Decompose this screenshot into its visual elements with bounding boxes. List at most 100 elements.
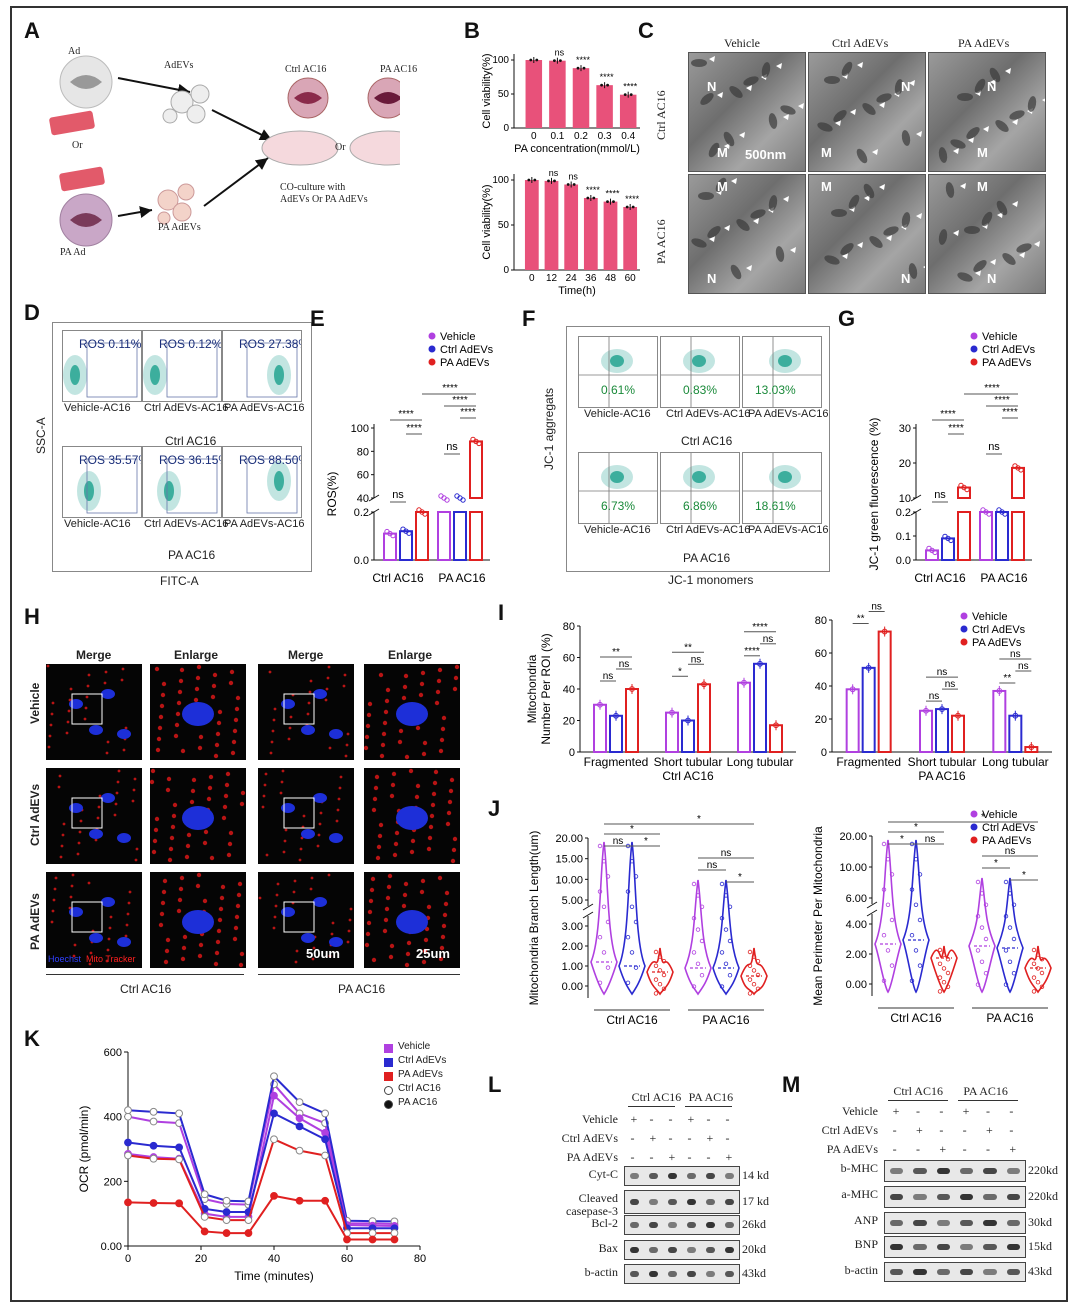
a-pa-adevs-label: PA AdEVs [158, 222, 201, 233]
violin [712, 879, 740, 996]
mito-signal [219, 895, 225, 901]
y-tick-label: 40 [357, 493, 369, 505]
flow-scatter [157, 458, 218, 514]
condition-label: Ctrl AdEVs [561, 1131, 618, 1145]
data-point [747, 963, 753, 968]
roi-gate [166, 458, 218, 514]
data-point [909, 887, 915, 892]
mito-signal [343, 673, 347, 677]
mito-signal [68, 906, 72, 910]
mito-signal [210, 694, 216, 700]
significance-label: **** [623, 82, 638, 92]
protein-band [1006, 1194, 1020, 1200]
mito-signal [293, 879, 297, 883]
nucleus-shape [117, 729, 131, 739]
roi-value: ROS 27.38% [239, 337, 301, 351]
lane-sign: + [649, 1131, 657, 1145]
significance-label: ns [568, 172, 578, 182]
significance-label: ns [929, 691, 940, 702]
c-col-vehicle: Vehicle [724, 36, 760, 50]
flow-plot: ROS 36.15% [142, 446, 222, 518]
mito-signal [453, 675, 459, 681]
mito-signal [379, 753, 385, 759]
mito-signal [59, 855, 63, 859]
mito-signal [404, 962, 410, 968]
data-point [727, 938, 733, 944]
mito-signal [72, 954, 76, 958]
mito-signal [382, 928, 388, 934]
mito-signal [217, 709, 223, 715]
protein-band [649, 1222, 658, 1228]
data-point [661, 986, 667, 991]
y-tick-label: 4.00 [846, 919, 867, 931]
mito-signal [328, 746, 332, 750]
mitochondrion-shape [945, 182, 955, 198]
protein-band [913, 1244, 927, 1250]
mito-signal [389, 943, 395, 949]
mito-signal [307, 701, 311, 705]
mito-signal [264, 772, 268, 776]
data-point [751, 981, 757, 987]
protein-label: Bax [598, 1241, 618, 1255]
arrowhead-icon [960, 183, 966, 189]
y-tick-label: 20 [815, 714, 827, 726]
protein-band [668, 1247, 677, 1253]
mito-signal [364, 942, 370, 948]
significance-label: * [900, 834, 904, 845]
mitochondrion-shape [841, 61, 853, 77]
significance-label: * [630, 824, 634, 835]
panel-label-l: L [488, 1072, 502, 1097]
nucleus-shape [101, 689, 115, 699]
y-tick-label: 5.00 [562, 895, 583, 907]
significance-label: **** [452, 395, 468, 406]
y-tick-label: 100 [492, 175, 509, 186]
bar [935, 708, 949, 753]
mito-signal [431, 791, 437, 797]
mito-signal [235, 903, 241, 909]
y-tick-label: 15.00 [555, 854, 583, 866]
population-core [274, 471, 284, 491]
legend-marker [970, 836, 978, 844]
molecular-weight-label: 15kd [1028, 1239, 1052, 1253]
confocal-image [150, 768, 246, 864]
data-point [600, 83, 603, 87]
protein-band [725, 1271, 734, 1277]
data-point [1003, 948, 1009, 953]
mito-signal [132, 788, 136, 792]
f-bottom-group: PA AC16 [683, 551, 731, 565]
mito-signal [258, 896, 262, 900]
f-xlabel: JC-1 monomers [668, 573, 754, 587]
data-point [657, 968, 663, 973]
mitochondrion-shape [848, 194, 860, 210]
roi-gate [86, 458, 138, 514]
mito-signal [198, 734, 204, 740]
m-mitochondria-label: M [977, 179, 988, 194]
data-point [597, 889, 603, 894]
mito-signal [88, 962, 92, 966]
protein-label: Bcl-2 [591, 1216, 618, 1230]
mito-signal [228, 830, 234, 836]
series-point [270, 1135, 278, 1144]
mitochondrion-shape [964, 226, 980, 234]
x-tick-label: 0.1 [550, 131, 564, 142]
data-point [597, 701, 603, 708]
mito-signal [171, 813, 177, 819]
flow-plot: 13.03% [742, 336, 822, 408]
sample-name: Ctrl AdEVs-AC16 [666, 524, 751, 536]
mito-signal [274, 904, 278, 908]
mito-signal [276, 882, 280, 886]
x-tick-label: 48 [605, 273, 617, 284]
series-point [149, 1199, 158, 1207]
data-point [1003, 982, 1009, 987]
data-point [695, 961, 701, 966]
y-tick-label: 10.00 [555, 874, 583, 886]
mito-signal [324, 698, 328, 702]
bar [737, 681, 751, 753]
mito-signal [263, 783, 267, 787]
series-line [127, 1074, 395, 1223]
lane-sign: - [725, 1112, 730, 1126]
significance-label: ns [934, 489, 946, 501]
mito-signal [193, 697, 199, 703]
arrowhead-icon [923, 266, 925, 269]
x-tick-label: Long tubular [982, 755, 1049, 769]
